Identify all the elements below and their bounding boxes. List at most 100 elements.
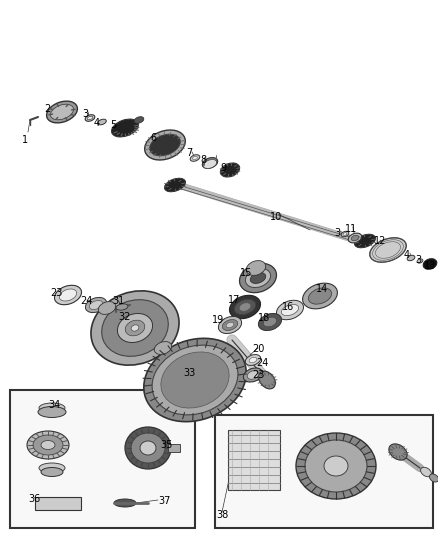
Ellipse shape bbox=[140, 441, 156, 455]
Ellipse shape bbox=[134, 117, 144, 123]
Ellipse shape bbox=[131, 433, 165, 463]
Ellipse shape bbox=[240, 263, 276, 293]
Text: 38: 38 bbox=[216, 510, 228, 520]
Ellipse shape bbox=[343, 232, 347, 236]
Ellipse shape bbox=[245, 354, 261, 366]
Ellipse shape bbox=[154, 342, 172, 354]
Ellipse shape bbox=[144, 338, 246, 422]
Text: 15: 15 bbox=[240, 268, 252, 278]
Ellipse shape bbox=[370, 238, 406, 262]
Ellipse shape bbox=[85, 115, 95, 122]
Ellipse shape bbox=[152, 345, 238, 415]
Ellipse shape bbox=[244, 368, 263, 382]
Ellipse shape bbox=[341, 231, 349, 237]
Text: 3: 3 bbox=[334, 228, 340, 238]
Text: 33: 33 bbox=[184, 368, 196, 378]
Ellipse shape bbox=[41, 467, 63, 477]
Ellipse shape bbox=[389, 444, 407, 460]
Text: 4: 4 bbox=[404, 250, 410, 260]
Ellipse shape bbox=[258, 371, 276, 389]
Ellipse shape bbox=[324, 456, 348, 476]
Ellipse shape bbox=[351, 235, 359, 241]
Ellipse shape bbox=[85, 297, 106, 312]
Ellipse shape bbox=[420, 467, 431, 477]
Bar bbox=[215, 415, 433, 528]
Ellipse shape bbox=[219, 317, 242, 334]
Ellipse shape bbox=[59, 289, 77, 301]
Ellipse shape bbox=[150, 134, 180, 156]
Bar bbox=[228, 430, 280, 490]
Ellipse shape bbox=[308, 288, 332, 304]
Ellipse shape bbox=[125, 320, 145, 336]
Ellipse shape bbox=[27, 431, 69, 459]
Ellipse shape bbox=[145, 130, 185, 160]
Ellipse shape bbox=[114, 499, 136, 507]
Ellipse shape bbox=[247, 371, 259, 379]
Text: 6: 6 bbox=[150, 133, 156, 143]
Ellipse shape bbox=[91, 291, 179, 365]
Ellipse shape bbox=[190, 155, 200, 161]
Text: 19: 19 bbox=[212, 315, 224, 325]
Ellipse shape bbox=[305, 440, 367, 492]
Ellipse shape bbox=[263, 317, 277, 327]
Ellipse shape bbox=[33, 435, 63, 455]
Bar bbox=[168, 444, 180, 452]
Ellipse shape bbox=[226, 322, 234, 328]
Text: 14: 14 bbox=[316, 284, 328, 294]
Ellipse shape bbox=[41, 440, 55, 449]
Ellipse shape bbox=[296, 433, 376, 499]
Text: 35: 35 bbox=[160, 440, 173, 450]
Ellipse shape bbox=[234, 300, 256, 314]
Ellipse shape bbox=[417, 259, 423, 263]
Text: 34: 34 bbox=[48, 400, 60, 410]
Text: 31: 31 bbox=[112, 296, 124, 306]
Ellipse shape bbox=[239, 303, 251, 311]
Ellipse shape bbox=[39, 463, 65, 473]
Ellipse shape bbox=[203, 159, 217, 168]
Text: 17: 17 bbox=[228, 295, 240, 305]
Text: 4: 4 bbox=[94, 118, 100, 128]
Ellipse shape bbox=[116, 304, 128, 310]
Ellipse shape bbox=[87, 116, 93, 120]
Ellipse shape bbox=[89, 301, 103, 310]
Text: 8: 8 bbox=[200, 155, 206, 165]
Ellipse shape bbox=[303, 283, 337, 309]
Text: 18: 18 bbox=[258, 313, 270, 323]
Text: 5: 5 bbox=[110, 120, 116, 130]
Ellipse shape bbox=[112, 119, 138, 137]
Ellipse shape bbox=[245, 269, 271, 288]
Text: 9: 9 bbox=[220, 163, 226, 173]
Ellipse shape bbox=[429, 474, 438, 482]
Ellipse shape bbox=[250, 272, 266, 284]
Text: 2: 2 bbox=[44, 104, 50, 114]
Ellipse shape bbox=[125, 427, 171, 469]
Ellipse shape bbox=[249, 357, 257, 363]
Text: 12: 12 bbox=[374, 236, 386, 246]
Ellipse shape bbox=[258, 313, 282, 330]
Ellipse shape bbox=[38, 407, 66, 417]
Ellipse shape bbox=[230, 295, 261, 319]
Bar bbox=[10, 390, 195, 528]
Text: 24: 24 bbox=[80, 296, 92, 306]
Ellipse shape bbox=[246, 261, 266, 276]
Text: 13: 13 bbox=[424, 261, 436, 271]
Ellipse shape bbox=[276, 300, 304, 320]
Ellipse shape bbox=[131, 325, 139, 331]
Ellipse shape bbox=[117, 313, 152, 343]
Text: 20: 20 bbox=[252, 344, 265, 354]
Ellipse shape bbox=[50, 104, 74, 120]
Ellipse shape bbox=[348, 233, 362, 243]
Ellipse shape bbox=[354, 234, 375, 248]
Text: 3: 3 bbox=[415, 255, 421, 265]
Ellipse shape bbox=[281, 304, 299, 316]
Ellipse shape bbox=[193, 156, 198, 160]
Text: 32: 32 bbox=[118, 312, 131, 322]
Text: 16: 16 bbox=[282, 302, 294, 312]
Text: 23: 23 bbox=[50, 288, 62, 298]
Ellipse shape bbox=[46, 101, 78, 123]
Text: 10: 10 bbox=[270, 212, 282, 222]
Ellipse shape bbox=[164, 178, 186, 192]
Ellipse shape bbox=[39, 403, 65, 413]
Text: 3: 3 bbox=[82, 109, 88, 119]
Ellipse shape bbox=[423, 259, 437, 269]
